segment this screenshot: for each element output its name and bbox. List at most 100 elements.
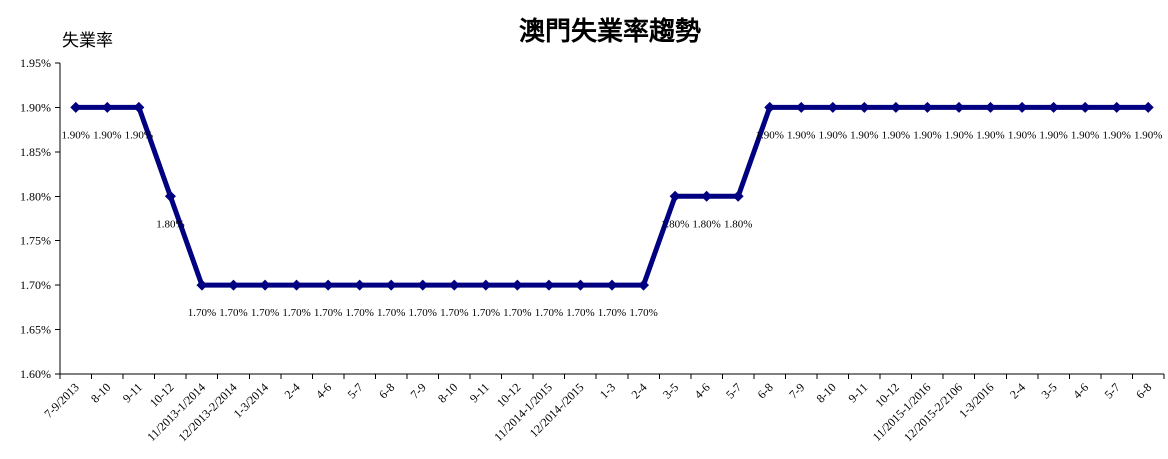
data-label: 1.90%	[976, 129, 1004, 141]
data-label: 1.70%	[535, 307, 563, 319]
x-tick-label: 5-7	[1102, 380, 1123, 401]
y-tick-label: 1.90%	[20, 100, 51, 114]
y-tick-label: 1.70%	[20, 278, 51, 292]
x-tick-label: 1-3/2016	[956, 380, 997, 421]
data-point-marker	[291, 279, 303, 291]
x-tick-label: 9-11	[845, 380, 870, 405]
data-point-marker	[417, 279, 429, 291]
x-tick-label: 9-11	[120, 380, 145, 405]
data-label: 1.70%	[503, 307, 531, 319]
x-tick-label: 7-9/2013	[41, 380, 82, 421]
x-tick-label: 4-6	[313, 380, 334, 401]
data-point-marker	[764, 101, 776, 113]
data-point-marker	[890, 101, 902, 113]
data-label: 1.90%	[1134, 129, 1162, 141]
data-point-marker	[985, 101, 997, 113]
data-labels: 1.90% 1.90% 1.90%1.80%1.70% 1.70% 1.70% 1.70%…	[62, 129, 1163, 319]
unemployment-series	[70, 101, 1154, 291]
data-point-marker	[921, 101, 933, 113]
data-point-marker	[164, 190, 176, 202]
x-axis: 7-9/2013 8-10 9-11 10-1211/2013-1/201412/20…	[41, 373, 1165, 444]
data-point-marker	[795, 101, 807, 113]
data-point-marker	[448, 279, 460, 291]
x-tick-label: 3-5	[660, 380, 681, 401]
y-tick-label: 1.65%	[20, 323, 51, 337]
x-tick-label: 6-8	[1133, 380, 1154, 401]
chart-title: 澳門失業率趨勢	[519, 16, 701, 47]
data-label: 1.70%	[188, 307, 216, 319]
data-label: 1.90%	[913, 129, 941, 141]
x-tick-label: 3-5	[1039, 380, 1060, 401]
data-label: 1.80%	[156, 218, 184, 230]
data-label: 1.90%	[1102, 129, 1130, 141]
data-point-marker	[480, 279, 492, 291]
data-label: 1.70%	[282, 307, 310, 319]
data-label: 1.70%	[377, 307, 405, 319]
x-tick-label: 4-6	[1070, 380, 1091, 401]
data-point-marker	[1111, 101, 1123, 113]
data-point-marker	[227, 279, 239, 291]
data-label: 1.90%	[945, 129, 973, 141]
data-point-marker	[322, 279, 334, 291]
data-point-marker	[354, 279, 366, 291]
x-tick-label: 5-7	[723, 380, 744, 401]
x-tick-label: 7-9	[408, 380, 429, 401]
data-point-marker	[385, 279, 397, 291]
data-label: 1.70%	[251, 307, 279, 319]
data-point-marker	[858, 101, 870, 113]
data-label: 1.70%	[566, 307, 594, 319]
data-label: 1.90%	[1039, 129, 1067, 141]
data-point-marker	[511, 279, 523, 291]
x-tick-label: 2-4	[1007, 380, 1028, 401]
y-tick-label: 1.95%	[20, 56, 51, 70]
y-axis-label: 失業率	[62, 31, 113, 51]
data-label: 1.90%	[787, 129, 815, 141]
data-point-marker	[1079, 101, 1091, 113]
data-label: 1.70%	[472, 307, 500, 319]
data-point-marker	[701, 190, 713, 202]
data-label: 1.70%	[598, 307, 626, 319]
data-point-marker	[1048, 101, 1060, 113]
x-tick-label: 1-3	[597, 380, 618, 401]
data-label: 1.90%	[62, 129, 90, 141]
data-label: 1.90%	[1008, 129, 1036, 141]
data-point-marker	[70, 101, 82, 113]
x-tick-label: 8-10	[435, 380, 460, 405]
data-point-marker	[196, 279, 208, 291]
data-point-marker	[827, 101, 839, 113]
data-point-marker	[1142, 101, 1154, 113]
data-point-marker	[953, 101, 965, 113]
x-tick-label: 8-10	[813, 380, 838, 405]
data-label: 1.90%	[1071, 129, 1099, 141]
data-point-marker	[574, 279, 586, 291]
x-tick-label: 6-8	[755, 380, 776, 401]
data-label: 1.70%	[629, 307, 657, 319]
data-point-marker	[259, 279, 271, 291]
data-point-marker	[669, 190, 681, 202]
y-tick-label: 1.75%	[20, 234, 51, 248]
data-point-marker	[133, 101, 145, 113]
data-point-marker	[606, 279, 618, 291]
data-label: 1.80%	[661, 218, 689, 230]
x-tick-label: 7-9	[786, 380, 807, 401]
data-label: 1.70%	[345, 307, 373, 319]
data-label: 1.70%	[409, 307, 437, 319]
data-label: 1.90%	[819, 129, 847, 141]
x-tick-label: 2-4	[628, 380, 649, 401]
data-point-marker	[638, 279, 650, 291]
y-tick-label: 1.85%	[20, 145, 51, 159]
data-label: 1.70%	[440, 307, 468, 319]
x-tick-label: 8-10	[88, 380, 113, 405]
x-tick-label: 6-8	[376, 380, 397, 401]
y-tick-label: 1.60%	[20, 367, 51, 381]
data-label: 1.90%	[850, 129, 878, 141]
x-tick-label: 5-7	[345, 380, 366, 401]
data-label: 1.90%	[882, 129, 910, 141]
x-tick-label: 9-11	[467, 380, 492, 405]
data-label: 1.80%	[724, 218, 752, 230]
x-tick-label: 1-3/2014	[231, 380, 272, 421]
data-point-marker	[543, 279, 555, 291]
data-label: 1.90%	[93, 129, 121, 141]
data-point-marker	[732, 190, 744, 202]
